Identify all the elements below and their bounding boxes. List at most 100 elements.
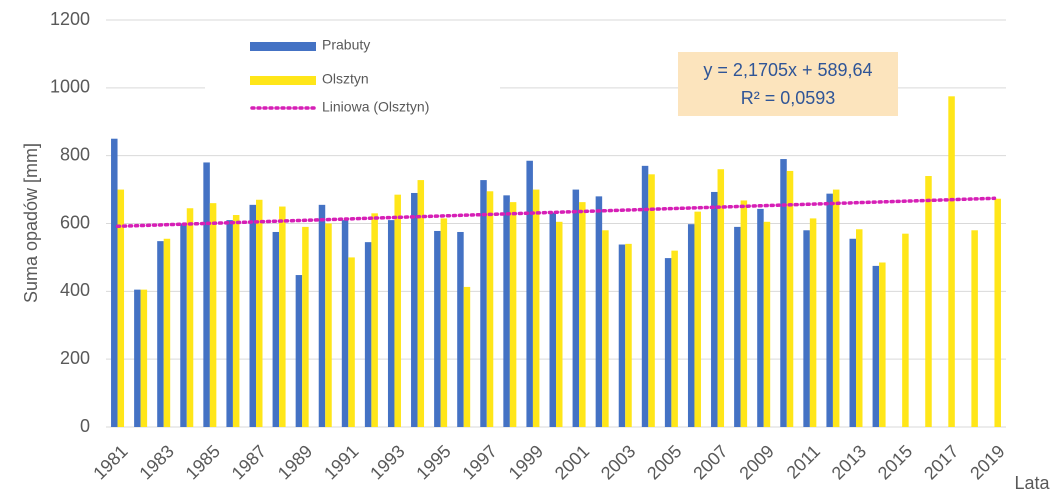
bar (556, 221, 563, 427)
bar (734, 226, 741, 427)
x-tick-label: 1991 (320, 441, 362, 483)
marks (111, 96, 1001, 428)
bar (117, 189, 125, 427)
bar (272, 231, 280, 427)
x-tick-label: 1989 (274, 441, 316, 483)
bar (134, 289, 141, 427)
bar (364, 242, 372, 427)
x-tick-label: 2009 (735, 441, 777, 483)
bar (849, 238, 856, 427)
x-tick-label: 1987 (228, 441, 270, 483)
bar (879, 262, 886, 427)
x-tick-label: 2017 (920, 441, 962, 483)
bar (711, 191, 718, 427)
bar (572, 189, 580, 427)
y-tick-label: 1200 (50, 9, 90, 29)
bar (434, 230, 441, 427)
x-axis-label: Lata (1014, 473, 1050, 493)
legend-label: Olsztyn (322, 71, 369, 87)
bar (602, 230, 609, 427)
x-tick-label: 2005 (643, 441, 685, 483)
bar (348, 257, 355, 427)
y-tick-label: 0 (80, 416, 90, 436)
bar (371, 213, 378, 427)
legend-swatch (250, 42, 316, 51)
bar (180, 223, 187, 427)
bar (486, 191, 494, 427)
bar (440, 218, 448, 427)
bar (694, 211, 701, 427)
bar (387, 220, 395, 427)
bar (948, 96, 955, 427)
annotation-equation: y = 2,1705x + 589,64 (703, 60, 872, 80)
bar (457, 231, 464, 427)
bar (318, 204, 326, 427)
x-tick-label: 1993 (366, 441, 408, 483)
bar (786, 170, 794, 427)
legend-label: Liniowa (Olsztyn) (322, 99, 429, 115)
bar (302, 226, 309, 427)
bar (641, 165, 649, 427)
x-tick-label: 2007 (689, 441, 731, 483)
annotation-r2: R² = 0,0593 (741, 88, 836, 108)
bar (780, 159, 787, 427)
bar (856, 229, 863, 427)
bar (532, 189, 540, 427)
bar (579, 202, 586, 427)
legend-swatch (250, 76, 316, 85)
bar (664, 258, 672, 427)
bar (687, 224, 695, 427)
bar (341, 220, 349, 427)
bar (209, 203, 217, 427)
bar (256, 199, 263, 427)
bar (618, 244, 626, 427)
x-tick-label: 1999 (505, 441, 547, 483)
y-tick-label: 1000 (50, 77, 90, 97)
legend-label: Prabuty (322, 37, 370, 53)
x-tick-label: 1981 (89, 441, 131, 483)
bar (509, 202, 517, 427)
y-tick-label: 600 (60, 212, 90, 232)
bar (140, 289, 148, 427)
trendline (115, 196, 997, 229)
bar (279, 206, 286, 427)
bar (671, 250, 678, 427)
bar (549, 212, 556, 427)
bar (232, 215, 240, 427)
bar (226, 220, 233, 427)
bar (480, 180, 487, 427)
x-tick-label: 2019 (966, 441, 1008, 483)
bar (186, 208, 194, 427)
x-tick-label: 1997 (458, 441, 500, 483)
bar (417, 180, 425, 427)
bar (203, 162, 210, 427)
bar (394, 194, 401, 427)
annotation-box (678, 52, 898, 116)
bar (763, 221, 771, 427)
bar (902, 233, 909, 427)
bar (826, 193, 833, 427)
y-tick-label: 200 (60, 348, 90, 368)
y-axis-label: Suma opadów [mm] (21, 143, 41, 303)
x-tick-label: 2011 (783, 441, 825, 483)
bar (648, 174, 655, 427)
bar (111, 138, 118, 428)
x-tick-label: 1985 (182, 441, 224, 483)
bar (325, 223, 332, 427)
bar (503, 195, 510, 427)
bar (994, 198, 1001, 427)
bar (595, 196, 603, 427)
bar (809, 218, 817, 427)
bar (249, 204, 256, 427)
bar (971, 230, 978, 427)
x-tick-label: 2001 (551, 441, 593, 483)
bar (757, 208, 764, 427)
x-tick-label: 1995 (412, 441, 454, 483)
bar (295, 275, 303, 427)
y-tick-label: 400 (60, 280, 90, 300)
bar (717, 169, 725, 427)
bar (411, 192, 418, 427)
x-tick-label: 1983 (135, 441, 177, 483)
